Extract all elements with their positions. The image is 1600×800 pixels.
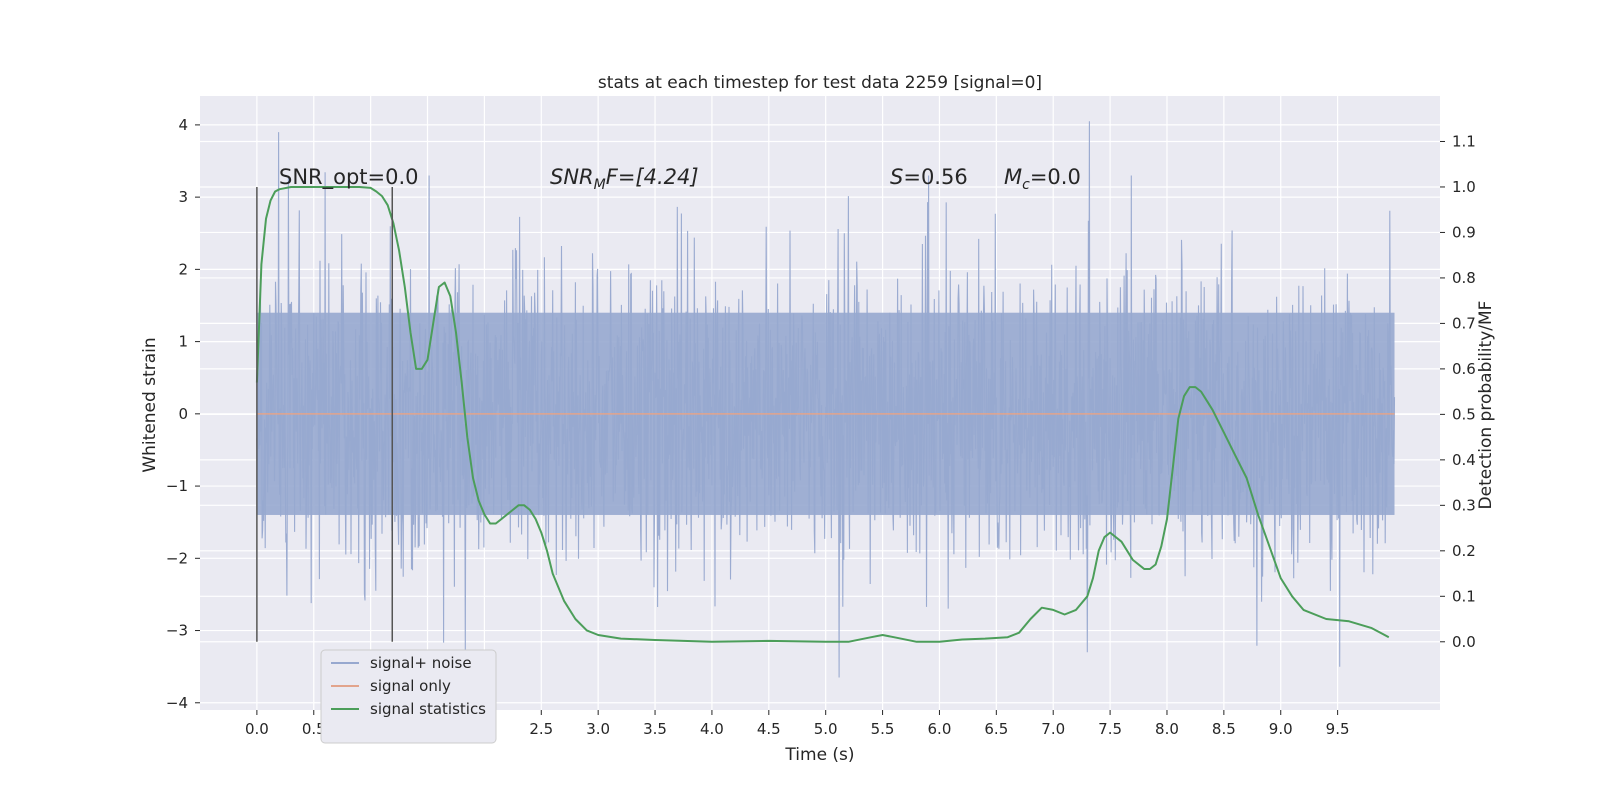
mc-sub: c [1022,177,1030,193]
x-tick-label: 3.0 [586,720,610,738]
y-tick-label: −3 [166,622,188,640]
y2-tick-label: 0.8 [1452,269,1476,287]
mc-var: M [1004,165,1022,189]
y2-tick-label: 0.4 [1452,451,1476,469]
annotation-snr-mf: SNRMF=[4.24] [550,165,699,193]
x-tick-label: 6.5 [984,720,1008,738]
y-axis-ticks: 4 3 2 1 0 −1 −2 −3 −4 [166,116,200,712]
x-axis-label: Time (s) [784,745,854,765]
x-tick-label: 4.5 [757,720,781,738]
x-tick-label: 4.0 [700,720,724,738]
y-tick-label: −4 [166,694,188,712]
legend-box [320,649,497,744]
x-tick-label: 0.0 [245,720,269,738]
legend-label-signal-only: signal only [370,677,451,695]
y2-tick-label: 0.2 [1452,542,1476,560]
snr-mf-sub: M [594,177,606,193]
y2-tick-label: 0.7 [1452,314,1476,332]
annotation-snr-opt: SNR_opt=0.0 [279,165,419,190]
y-axis-label: Whitened strain [140,337,160,472]
x-tick-label: 8.5 [1212,720,1236,738]
mc-val: =0.0 [1030,165,1081,189]
x-tick-label: 7.0 [1041,720,1065,738]
y2-tick-label: 0.5 [1452,405,1476,423]
annotation-s: S=0.56 [890,165,968,189]
x-tick-label: 6.0 [928,720,952,738]
x-tick-label: 9.5 [1326,720,1350,738]
y2-axis-ticks: 1.1 1.0 0.9 0.8 0.7 0.6 0.5 0.4 0.3 0.2 0.1 0.0 [1440,132,1476,651]
y-tick-label: −1 [166,477,188,495]
x-tick-label: 7.5 [1098,720,1122,738]
y-tick-label: 0 [178,405,188,423]
chart-title: stats at each timestep for test data 225… [598,73,1042,93]
x-tick-label: 3.5 [643,720,667,738]
y2-tick-label: 0.3 [1452,496,1476,514]
x-tick-label: 9.0 [1269,720,1293,738]
y2-tick-label: 1.1 [1452,132,1476,150]
y2-tick-label: 1.0 [1452,178,1476,196]
s-val: =0.56 [903,165,967,189]
snr-mf-prefix: SNR [550,165,594,189]
x-tick-label: 8.0 [1155,720,1179,738]
vertical-markers [256,186,394,642]
snr-mf-suffix: F=[4.24] [606,165,699,189]
y-tick-label: 2 [178,260,188,278]
y2-tick-label: 0.1 [1452,587,1476,605]
x-tick-label: 0.5 [302,720,326,738]
annotation-mc: Mc=0.0 [1004,165,1081,193]
x-tick-label: 5.5 [871,720,895,738]
legend-label-statistics: signal statistics [370,700,486,718]
y-tick-label: 3 [178,188,188,206]
y-tick-label: 4 [178,116,188,134]
y2-axis-label: Detection probability/MF [1476,301,1496,510]
legend: signal+ noise signal only signal statist… [320,649,497,744]
y-tick-label: −2 [166,549,188,567]
y2-tick-label: 0.6 [1452,360,1476,378]
legend-label-noise: signal+ noise [370,654,472,672]
y2-tick-label: 0.9 [1452,223,1476,241]
y2-tick-label: 0.0 [1452,633,1476,651]
y-tick-label: 1 [178,333,188,351]
s-var: S [890,165,903,189]
x-tick-label: 2.5 [529,720,553,738]
x-tick-label: 5.0 [814,720,838,738]
